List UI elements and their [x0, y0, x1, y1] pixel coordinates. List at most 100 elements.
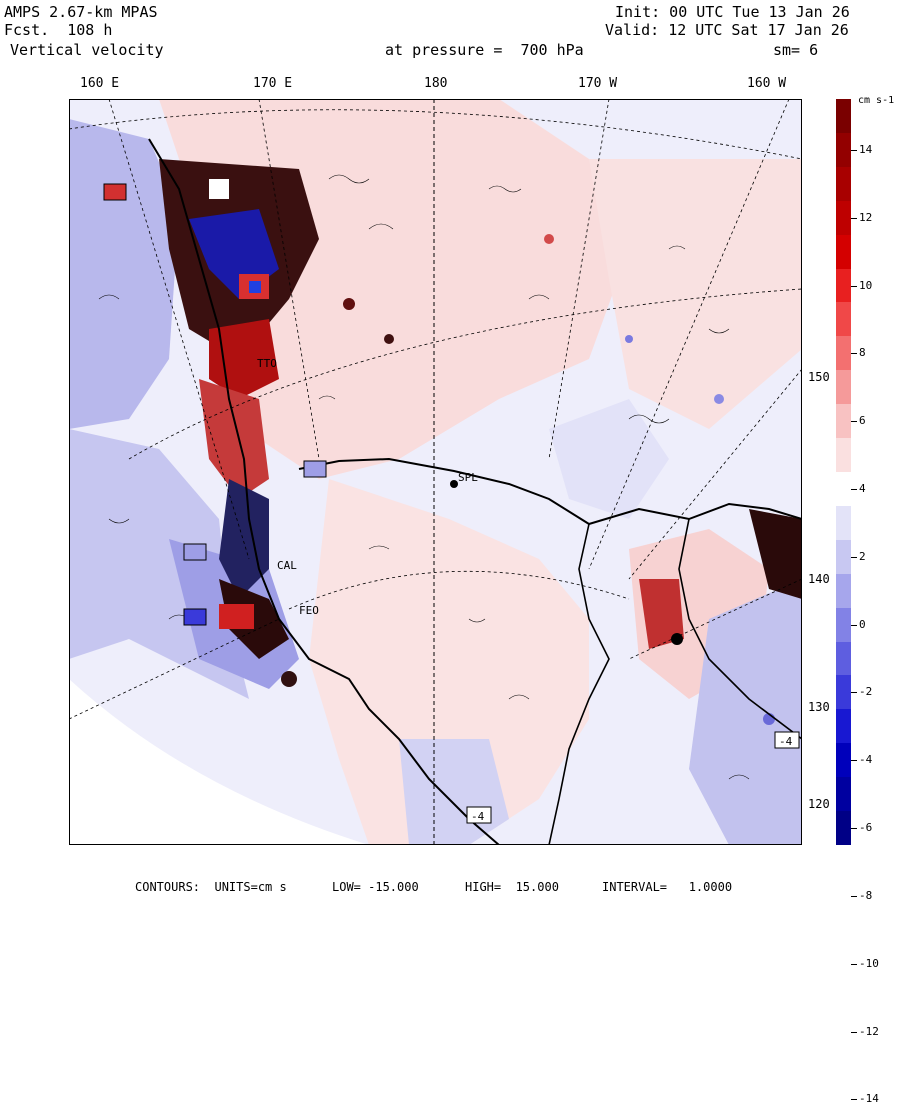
map-panel: SPL -4 -4 TTO CAL FEO [69, 99, 802, 845]
colorbar-segment [836, 166, 851, 202]
colorbar-tick-label: 14 [859, 142, 873, 156]
positive-region [309, 479, 589, 845]
meridian-170w [548, 99, 610, 460]
colorbar-tick [851, 692, 857, 694]
station-dot [450, 480, 458, 488]
small-cell [544, 234, 554, 244]
colorbar-tick [851, 1099, 857, 1101]
colorbar-tick [851, 895, 857, 897]
no-data-corner [69, 679, 369, 845]
label-box [466, 806, 492, 824]
colorbar-segment [836, 743, 851, 778]
negative-region [689, 579, 802, 845]
no-data-patch [209, 179, 229, 199]
colorbar-segment [836, 268, 851, 303]
footer-low: LOW= -15.000 [332, 880, 419, 894]
colorbar-tick [851, 217, 857, 219]
colorbar-segment [836, 438, 851, 473]
small-cell [343, 298, 355, 310]
footer-contours: CONTOURS: UNITS=cm s [135, 880, 287, 894]
colorbar-unit: cm s-1 [858, 95, 895, 106]
ice-shelf-front [298, 457, 802, 526]
colorbar-tick-label: 0 [859, 617, 866, 631]
footer-interval: INTERVAL= 1.0000 [602, 880, 733, 894]
forecast-hour: Fcst. 108 h [4, 21, 113, 39]
place-label: FEO [299, 604, 319, 617]
valid-time: Valid: 12 UTC Sat 17 Jan 26 [605, 21, 849, 39]
small-cell [384, 334, 394, 344]
place-label: CAL [277, 559, 297, 572]
colorbar-segment [836, 200, 851, 236]
place-label: TTO [257, 357, 277, 370]
meridian-170e [258, 99, 320, 460]
contour-lines [98, 174, 750, 780]
colorbar-segment [836, 539, 851, 575]
colorbar-tick-label: -12 [859, 1024, 879, 1038]
latitude-circle [288, 570, 630, 610]
small-cell [671, 633, 683, 645]
intense-cell-cluster [219, 479, 269, 599]
coastline [148, 138, 500, 845]
colorbar-tick [851, 760, 857, 762]
latitude-circle [69, 109, 802, 160]
small-cell [625, 335, 633, 343]
colorbar-segment [836, 811, 851, 846]
colorbar-tick [851, 285, 857, 287]
colorbar-segment [836, 675, 851, 710]
colorbar-segment [836, 607, 851, 643]
intense-cell-cluster [749, 509, 802, 599]
intense-negative-cell [249, 281, 261, 293]
smoothing-value: sm= 6 [773, 41, 819, 59]
meridian-140w [628, 578, 802, 660]
label-box [183, 608, 207, 626]
label-box [303, 460, 327, 478]
label-box [183, 543, 207, 561]
colorbar-tick-label: -14 [859, 1092, 879, 1105]
footer-high: HIGH= 15.000 [465, 880, 559, 894]
colorbar-tick [851, 624, 857, 626]
small-cell [281, 671, 297, 687]
colorbar-tick [851, 556, 857, 558]
lon-label-170e: 170 E [253, 76, 293, 91]
colorbar-tick [851, 1031, 857, 1033]
colorbar-segment [836, 234, 851, 270]
colorbar-segment [836, 777, 851, 812]
colorbar-tick-label: 6 [859, 414, 866, 428]
colorbar-segment [836, 132, 851, 168]
model-title: AMPS 2.67-km MPAS [4, 3, 158, 21]
colorbar-tick-label: -10 [859, 956, 879, 970]
positive-region [589, 159, 802, 429]
colorbar-tick-label: 10 [859, 278, 873, 292]
colorbar-tick-label: 4 [859, 481, 866, 495]
colorbar-tick-label: 2 [859, 549, 866, 563]
colorbar-segment [836, 472, 851, 507]
colorbar-segment [836, 336, 851, 371]
map-canvas: SPL -4 -4 TTO CAL FEO [69, 99, 802, 845]
colorbar-segment [836, 404, 851, 439]
box-label: -4 [779, 735, 793, 748]
colorbar-tick [851, 963, 857, 965]
colorbar-tick-label: 12 [859, 210, 873, 224]
lon-label-170w: 170 W [578, 76, 618, 91]
small-cell [714, 394, 724, 404]
pressure-level: at pressure = 700 hPa [385, 41, 584, 59]
colorbar-segment [836, 99, 851, 134]
grounding-line [548, 523, 610, 845]
colorbar-segment [836, 573, 851, 609]
colorbar-tick [851, 421, 857, 423]
colorbar [836, 99, 851, 846]
intense-positive-cell [219, 604, 254, 629]
lon-label-160e: 160 E [80, 76, 120, 91]
lon-label-180: 180 [424, 76, 448, 91]
meridian-160e [108, 99, 250, 560]
init-time: Init: 00 UTC Tue 13 Jan 26 [615, 3, 850, 21]
colorbar-segment [836, 370, 851, 405]
grounding-line [678, 518, 802, 740]
colorbar-tick-label: -8 [859, 888, 873, 902]
negative-region [69, 119, 179, 429]
negative-region [549, 399, 669, 519]
label-box [103, 183, 127, 201]
colorbar-tick [851, 149, 857, 151]
intense-positive-cell [199, 379, 269, 499]
label-box [774, 731, 800, 749]
